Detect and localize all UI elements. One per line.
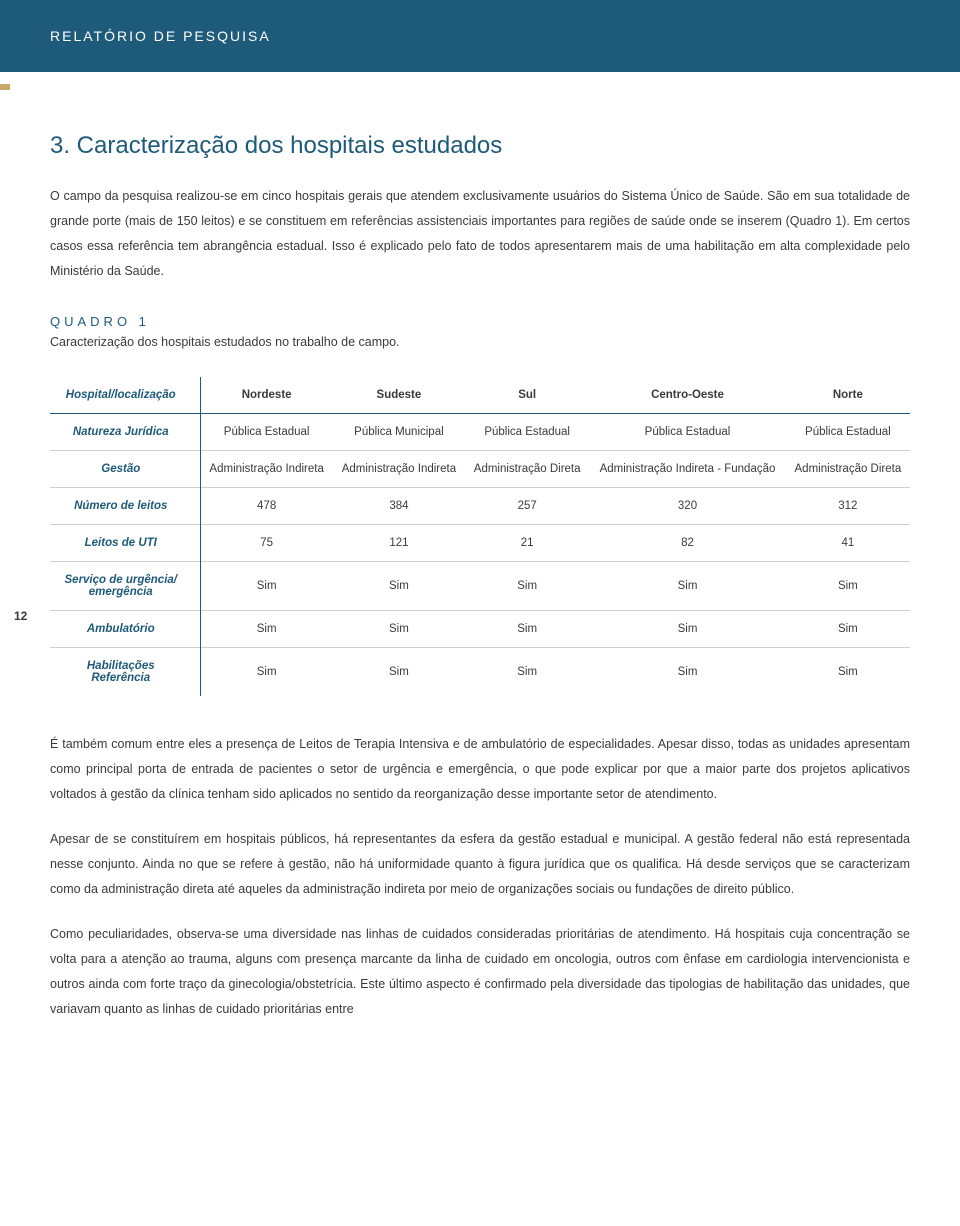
table-col-header: Sudeste	[333, 377, 465, 414]
table-row-label: Habilitações Referência	[50, 648, 200, 697]
table-cell: Administração Direta	[465, 451, 589, 488]
paragraph-3: Apesar de se constituírem em hospitais p…	[50, 827, 910, 902]
table-container: 12 Hospital/localização Nordeste Sudeste…	[50, 377, 910, 696]
table-cell: Sim	[333, 648, 465, 697]
table-cell: Sim	[333, 611, 465, 648]
table-row-label: Leitos de UTI	[50, 525, 200, 562]
table-cell: 257	[465, 488, 589, 525]
table-cell: Sim	[200, 562, 333, 611]
page-content: 3. Caracterização dos hospitais estudado…	[0, 72, 960, 1072]
table-cell: 478	[200, 488, 333, 525]
table-cell: Sim	[589, 648, 785, 697]
table-cell: Sim	[786, 648, 910, 697]
page-header: RELATÓRIO DE PESQUISA	[0, 0, 960, 72]
table-row: Serviço de urgência/ emergênciaSimSimSim…	[50, 562, 910, 611]
quadro-label: QUADRO 1	[50, 314, 910, 329]
table-cell: Administração Direta	[786, 451, 910, 488]
table-cell: Sim	[465, 611, 589, 648]
table-cell: Sim	[200, 611, 333, 648]
table-col-header: Nordeste	[200, 377, 333, 414]
page-number: 12	[14, 609, 27, 623]
hospital-table: Hospital/localização Nordeste Sudeste Su…	[50, 377, 910, 696]
table-row-label: Ambulatório	[50, 611, 200, 648]
table-cell: Sim	[465, 648, 589, 697]
table-cell: Sim	[589, 562, 785, 611]
table-row: AmbulatórioSimSimSimSimSim	[50, 611, 910, 648]
table-header-row: Hospital/localização Nordeste Sudeste Su…	[50, 377, 910, 414]
intro-paragraph: O campo da pesquisa realizou-se em cinco…	[50, 184, 910, 284]
table-cell: Pública Estadual	[589, 414, 785, 451]
table-row-label: Serviço de urgência/ emergência	[50, 562, 200, 611]
table-row-label: Número de leitos	[50, 488, 200, 525]
table-cell: 312	[786, 488, 910, 525]
table-col-header: Centro-Oeste	[589, 377, 785, 414]
table-cell: Sim	[589, 611, 785, 648]
table-row-label: Natureza Jurídica	[50, 414, 200, 451]
table-row: Leitos de UTI75121218241	[50, 525, 910, 562]
table-row: Número de leitos478384257320312	[50, 488, 910, 525]
table-row: Natureza JurídicaPública EstadualPública…	[50, 414, 910, 451]
table-cell: Pública Estadual	[786, 414, 910, 451]
table-row-label: Gestão	[50, 451, 200, 488]
decorative-side-bar	[0, 84, 10, 90]
table-cell: 320	[589, 488, 785, 525]
table-cell: 41	[786, 525, 910, 562]
table-cell: Sim	[786, 611, 910, 648]
table-row: GestãoAdministração IndiretaAdministraçã…	[50, 451, 910, 488]
table-cell: Administração Indireta	[200, 451, 333, 488]
table-cell: 121	[333, 525, 465, 562]
table-cell: Administração Indireta - Fundação	[589, 451, 785, 488]
table-col-header: Sul	[465, 377, 589, 414]
table-cell: 82	[589, 525, 785, 562]
quadro-caption: Caracterização dos hospitais estudados n…	[50, 335, 910, 349]
paragraph-2: É também comum entre eles a presença de …	[50, 732, 910, 807]
table-cell: Sim	[333, 562, 465, 611]
table-cell: 384	[333, 488, 465, 525]
table-cell: 75	[200, 525, 333, 562]
table-cell: Pública Estadual	[465, 414, 589, 451]
table-cell: Sim	[786, 562, 910, 611]
table-row: Habilitações ReferênciaSimSimSimSimSim	[50, 648, 910, 697]
table-cell: Sim	[465, 562, 589, 611]
table-cell: Pública Estadual	[200, 414, 333, 451]
header-title: RELATÓRIO DE PESQUISA	[50, 28, 271, 44]
section-title: 3. Caracterização dos hospitais estudado…	[50, 132, 910, 160]
table-corner-label: Hospital/localização	[50, 377, 200, 414]
paragraph-4: Como peculiaridades, observa-se uma dive…	[50, 922, 910, 1022]
body-paragraphs: É também comum entre eles a presença de …	[50, 732, 910, 1022]
table-cell: Administração Indireta	[333, 451, 465, 488]
table-cell: Sim	[200, 648, 333, 697]
table-cell: Pública Municipal	[333, 414, 465, 451]
table-col-header: Norte	[786, 377, 910, 414]
table-cell: 21	[465, 525, 589, 562]
